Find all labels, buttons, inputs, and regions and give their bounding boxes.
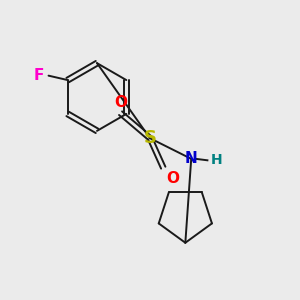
Text: N: N <box>185 151 198 166</box>
Text: O: O <box>114 95 127 110</box>
Text: O: O <box>166 171 179 186</box>
Text: H: H <box>210 153 222 167</box>
Text: F: F <box>34 68 44 83</box>
Text: S: S <box>143 129 157 147</box>
